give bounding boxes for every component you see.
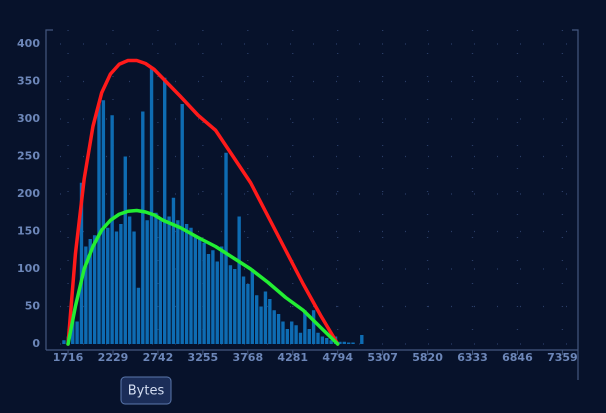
bar bbox=[136, 287, 141, 344]
bar bbox=[285, 329, 290, 344]
curve bbox=[66, 58, 340, 346]
bar bbox=[97, 104, 101, 344]
y-tick-label: 300 bbox=[17, 112, 40, 125]
y-tick-label: 200 bbox=[17, 187, 40, 200]
y-tick-label: 250 bbox=[17, 150, 40, 163]
bar bbox=[176, 220, 180, 344]
bar bbox=[189, 227, 193, 344]
x-tick-label: 2742 bbox=[143, 351, 174, 364]
bar bbox=[106, 227, 110, 344]
bar bbox=[101, 100, 106, 344]
bar bbox=[329, 340, 333, 344]
bar bbox=[254, 295, 259, 344]
bar bbox=[224, 152, 228, 344]
x-tick-label: 6846 bbox=[502, 351, 533, 364]
curve bbox=[66, 208, 340, 346]
bar bbox=[311, 310, 316, 344]
bar bbox=[233, 269, 237, 344]
y-tick-label: 150 bbox=[17, 225, 40, 238]
x-tick-label: 6333 bbox=[457, 351, 488, 364]
x-axis-label-box[interactable] bbox=[120, 376, 172, 405]
bar bbox=[250, 269, 254, 344]
bar bbox=[149, 66, 154, 344]
bar bbox=[114, 231, 119, 344]
bar bbox=[320, 336, 325, 344]
bar bbox=[141, 111, 145, 344]
bar bbox=[62, 340, 66, 344]
y-tick-label: 400 bbox=[17, 37, 40, 50]
bar bbox=[127, 216, 132, 344]
bar bbox=[351, 342, 355, 344]
bar bbox=[246, 284, 250, 344]
x-tick-label: 4281 bbox=[277, 351, 308, 364]
x-tick-label: 2229 bbox=[98, 351, 129, 364]
x-tick-label: 1716 bbox=[53, 351, 84, 364]
bar bbox=[211, 250, 215, 344]
bar bbox=[75, 321, 79, 344]
bar bbox=[219, 246, 224, 344]
bar bbox=[281, 321, 285, 344]
bar bbox=[123, 156, 127, 344]
bar bbox=[88, 239, 92, 344]
bar bbox=[241, 276, 246, 344]
x-axis-label[interactable]: Bytes bbox=[128, 384, 165, 399]
x-tick-label: 7359 bbox=[547, 351, 578, 364]
bar bbox=[303, 310, 307, 344]
bar bbox=[132, 231, 136, 344]
bar bbox=[259, 306, 263, 344]
x-tick-label: 5307 bbox=[367, 351, 398, 364]
bar bbox=[171, 197, 176, 344]
bar bbox=[84, 246, 88, 344]
bar bbox=[158, 220, 163, 344]
bar bbox=[79, 182, 84, 344]
bar bbox=[360, 335, 364, 344]
y-tick-label: 100 bbox=[17, 262, 40, 275]
bar bbox=[338, 341, 342, 344]
bar bbox=[163, 77, 167, 344]
bar bbox=[290, 321, 294, 344]
bar bbox=[92, 235, 97, 344]
bar bbox=[272, 310, 276, 344]
bar bbox=[263, 291, 268, 344]
bar bbox=[198, 239, 202, 344]
bar bbox=[346, 342, 351, 344]
y-tick-label: 50 bbox=[25, 300, 41, 313]
bar bbox=[206, 254, 211, 344]
bar bbox=[307, 329, 311, 344]
y-tick-label: 350 bbox=[17, 75, 40, 88]
x-tick-label: 5820 bbox=[412, 351, 443, 364]
bar bbox=[167, 216, 171, 344]
bar bbox=[268, 299, 272, 344]
bar bbox=[276, 314, 281, 344]
bar bbox=[298, 332, 303, 344]
bar bbox=[110, 115, 114, 344]
bar bbox=[294, 325, 298, 344]
x-tick-label: 4794 bbox=[322, 351, 353, 364]
bar bbox=[342, 341, 346, 344]
bar bbox=[316, 332, 320, 344]
bar bbox=[228, 265, 233, 344]
x-tick-label: 3255 bbox=[188, 351, 219, 364]
bar bbox=[119, 224, 123, 344]
bar bbox=[154, 212, 158, 344]
bar bbox=[180, 104, 184, 344]
bar bbox=[202, 242, 206, 344]
bar bbox=[184, 224, 189, 344]
bar bbox=[215, 261, 219, 344]
bar bbox=[193, 235, 198, 344]
bar bbox=[237, 216, 241, 344]
frame bbox=[45, 29, 579, 380]
bar bbox=[145, 220, 149, 344]
x-tick-label: 3768 bbox=[232, 351, 263, 364]
y-tick-label: 0 bbox=[32, 337, 40, 350]
bar bbox=[325, 338, 329, 344]
